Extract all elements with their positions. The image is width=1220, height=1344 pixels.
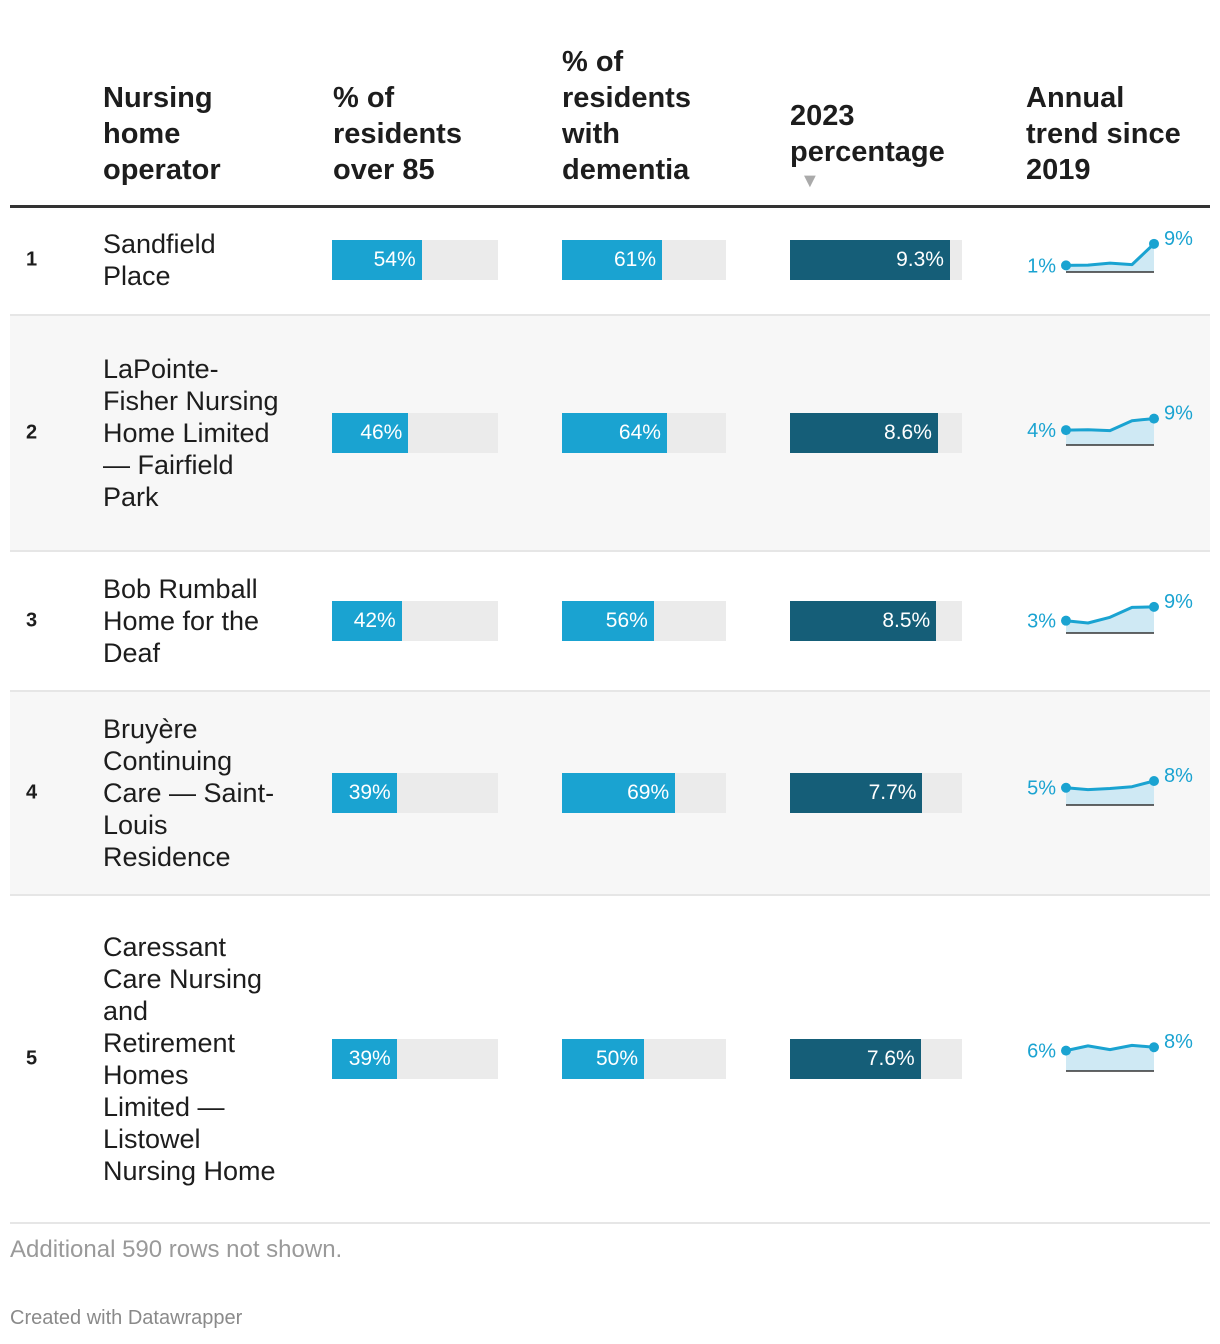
sparkline-area: [1066, 606, 1154, 633]
over85-bar: 39%: [332, 1039, 498, 1079]
operator-name: LaPointe-Fisher Nursing Home Limited — F…: [103, 354, 279, 512]
dementia-bar: 61%: [562, 240, 726, 280]
row-rank: 2: [26, 421, 38, 444]
header-divider: [10, 205, 1210, 208]
sparkline-end-label: 9%: [1164, 403, 1193, 425]
trend-sparkline: 4% 9%: [1027, 403, 1193, 446]
over85-bar: 42%: [332, 601, 498, 641]
pct2023-bar-fill: 8.6%: [790, 413, 938, 453]
over85-bar: 54%: [332, 240, 498, 280]
table-body: 1 Sandfield Place 54% 61% 9.3% 1% 9% 2 LaPointe-…: [10, 206, 1210, 1224]
table-row: 4 Bruyère Continuing Care — Saint-Louis R…: [10, 692, 1210, 896]
col-header-trend[interactable]: Annual trend since 2019: [1026, 82, 1181, 186]
sparkline-end-label: 8%: [1164, 1031, 1193, 1053]
table-row: 3 Bob Rumball Home for the Deaf 42% 56% 8.5%…: [10, 552, 1210, 692]
over85-bar-fill: 42%: [332, 601, 402, 641]
trend-sparkline: 1% 9%: [1027, 230, 1193, 277]
sparkline-start-dot: [1061, 425, 1071, 436]
table-row: 2 LaPointe-Fisher Nursing Home Limited — …: [10, 316, 1210, 552]
operator-name: Sandfield Place: [103, 229, 216, 291]
sparkline-end-label: 9%: [1164, 230, 1193, 250]
dementia-bar: 69%: [562, 773, 726, 813]
sparkline-line: [1065, 417, 1155, 433]
col-header-over85[interactable]: % of residents over 85: [333, 82, 462, 186]
sparkline-start-label: 1%: [1027, 255, 1056, 277]
operator-name: Caressant Care Nursing and Retirement Ho…: [103, 932, 276, 1186]
dementia-bar-fill: 56%: [562, 601, 654, 641]
row-rank: 5: [26, 1047, 38, 1070]
over85-bar-fill: 46%: [332, 413, 409, 453]
sparkline-start-dot: [1061, 615, 1071, 626]
sort-descending-icon: ▼: [800, 170, 820, 192]
pct2023-bar: 7.7%: [790, 773, 962, 813]
trend-sparkline: 6% 8%: [1027, 1031, 1193, 1072]
sparkline-end-label: 9%: [1164, 591, 1193, 613]
over85-bar: 46%: [332, 413, 498, 453]
sparkline-line: [1065, 242, 1156, 267]
col-header-operator[interactable]: Nursing home operator: [103, 82, 221, 186]
sparkline-start-label: 6%: [1027, 1041, 1056, 1063]
sparkline-end-dot: [1149, 1042, 1159, 1053]
pct2023-bar-fill: 8.5%: [790, 601, 937, 641]
sparkline-end-label: 8%: [1164, 765, 1193, 787]
pct2023-bar: 8.6%: [790, 413, 962, 453]
trend-sparkline: 3% 9%: [1027, 591, 1193, 634]
over85-bar-fill: 39%: [332, 1039, 397, 1079]
pct2023-bar-fill: 9.3%: [790, 240, 950, 280]
operator-name: Bob Rumball Home for the Deaf: [103, 574, 260, 668]
trend-sparkline: 5% 8%: [1027, 765, 1193, 806]
dementia-bar-fill: 50%: [562, 1039, 644, 1079]
sparkline-line: [1065, 1043, 1155, 1053]
sparkline-end-dot: [1149, 601, 1159, 612]
row-rank: 3: [26, 609, 38, 632]
pct2023-bar: 9.3%: [790, 240, 962, 280]
pct2023-bar-fill: 7.7%: [790, 773, 923, 813]
table-header: Nursing home operator % of residents ove…: [10, 0, 1210, 208]
sparkline-start-dot: [1061, 1045, 1071, 1056]
dementia-bar-fill: 64%: [562, 413, 667, 453]
sparkline-end-dot: [1149, 238, 1159, 249]
sparkline-start-dot: [1061, 260, 1071, 271]
sparkline-line: [1065, 605, 1155, 625]
row-rank: 4: [26, 781, 38, 804]
dementia-bar-fill: 69%: [562, 773, 676, 813]
footer-note: Additional 590 rows not shown.: [10, 1236, 343, 1263]
dementia-bar-fill: 61%: [562, 240, 663, 280]
col-header-pct2023[interactable]: 2023 percentage ▼: [790, 98, 960, 192]
pct2023-bar: 8.5%: [790, 601, 962, 641]
sparkline-end-dot: [1149, 413, 1159, 424]
credit-link[interactable]: Created with Datawrapper: [10, 1307, 243, 1329]
sparkline-start-label: 3%: [1027, 611, 1056, 633]
dementia-bar: 56%: [562, 601, 726, 641]
sparkline-end-dot: [1149, 775, 1159, 786]
sparkline-start-dot: [1061, 782, 1071, 793]
dementia-bar: 64%: [562, 413, 726, 453]
table-row: 1 Sandfield Place 54% 61% 9.3% 1% 9%: [10, 206, 1210, 316]
over85-bar-fill: 39%: [332, 773, 397, 813]
operator-name: Bruyère Continuing Care — Saint-Louis Re…: [103, 714, 275, 872]
pct2023-bar: 7.6%: [790, 1039, 962, 1079]
data-table: Nursing home operator % of residents ove…: [10, 0, 1210, 1224]
sparkline-start-label: 4%: [1027, 420, 1056, 442]
table-row: 5 Caressant Care Nursing and Retirement H…: [10, 896, 1210, 1224]
row-rank: 1: [26, 248, 38, 271]
sparkline-line: [1065, 779, 1155, 792]
over85-bar: 39%: [332, 773, 498, 813]
sparkline-area: [1066, 1045, 1154, 1071]
dementia-bar: 50%: [562, 1039, 726, 1079]
pct2023-bar-fill: 7.6%: [790, 1039, 921, 1079]
sparkline-start-label: 5%: [1027, 778, 1056, 800]
over85-bar-fill: 54%: [332, 240, 422, 280]
col-header-dementia[interactable]: % of residents with dementia: [562, 46, 691, 186]
